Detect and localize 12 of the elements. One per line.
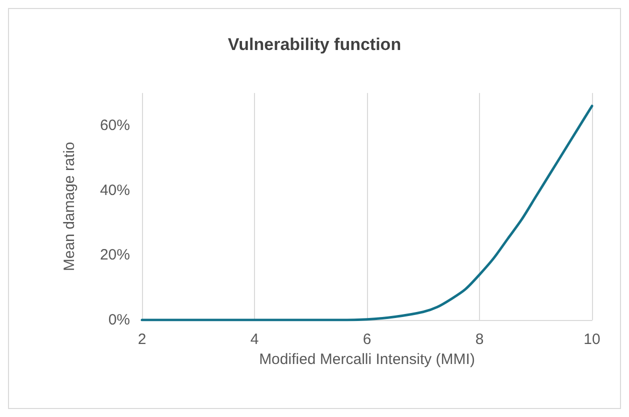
y-tick-label: 60% xyxy=(100,116,130,134)
x-tick-label: 10 xyxy=(584,331,600,348)
x-tick-label: 2 xyxy=(138,331,146,348)
chart-title: Vulnerability function xyxy=(228,35,402,54)
y-tick-label: 20% xyxy=(100,246,130,264)
x-tick-label: 4 xyxy=(250,331,259,348)
x-axis-title: Modified Mercalli Intensity (MMI) xyxy=(259,350,475,368)
y-axis-title: Mean damage ratio xyxy=(61,142,78,272)
y-tick-label: 40% xyxy=(100,182,130,199)
x-tick-label: 8 xyxy=(475,331,484,348)
y-tick-label: 0% xyxy=(108,312,130,328)
x-tick-label: 6 xyxy=(362,331,372,348)
